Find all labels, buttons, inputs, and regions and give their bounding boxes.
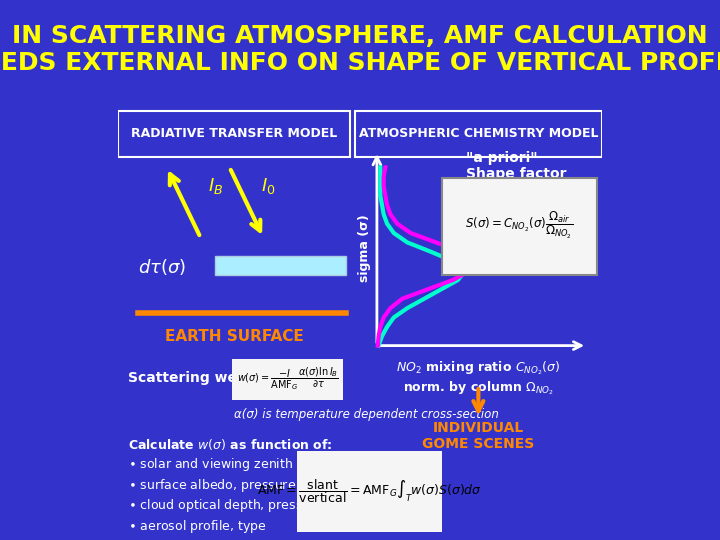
Bar — [215, 256, 346, 275]
Text: IN SCATTERING ATMOSPHERE, AMF CALCULATION: IN SCATTERING ATMOSPHERE, AMF CALCULATIO… — [12, 24, 708, 48]
FancyBboxPatch shape — [355, 111, 602, 157]
Text: NEEDS EXTERNAL INFO ON SHAPE OF VERTICAL PROFILE: NEEDS EXTERNAL INFO ON SHAPE OF VERTICAL… — [0, 51, 720, 75]
Text: EARTH SURFACE: EARTH SURFACE — [165, 329, 304, 345]
Text: $NO_2$ mixing ratio $C_{NO_2}(\sigma)$
norm. by column $\Omega_{NO_2}$: $NO_2$ mixing ratio $C_{NO_2}(\sigma)$ n… — [396, 359, 561, 397]
Text: $\bullet$ surface albedo, pressure: $\bullet$ surface albedo, pressure — [128, 477, 297, 494]
Text: $I_0$: $I_0$ — [261, 176, 276, 197]
FancyBboxPatch shape — [232, 359, 343, 400]
Text: RADIATIVE TRANSFER MODEL: RADIATIVE TRANSFER MODEL — [131, 127, 338, 140]
Text: $S(\sigma)=C_{NO_2}(\sigma)\dfrac{\Omega_{air}}{\Omega_{NO_2}}$: $S(\sigma)=C_{NO_2}(\sigma)\dfrac{\Omega… — [465, 210, 574, 241]
Text: "a priori"
Shape factor: "a priori" Shape factor — [467, 151, 567, 181]
Text: ATMOSPHERIC CHEMISTRY MODEL: ATMOSPHERIC CHEMISTRY MODEL — [359, 127, 598, 140]
Text: $\bullet$ cloud optical depth, pressure, frac: $\bullet$ cloud optical depth, pressure,… — [128, 497, 356, 514]
Text: sigma (σ): sigma (σ) — [359, 214, 372, 282]
Text: $\mathrm{AMF}=\dfrac{\mathrm{slant}}{\mathrm{vertical}}=\mathrm{AMF}_G\int_T w(\: $\mathrm{AMF}=\dfrac{\mathrm{slant}}{\ma… — [257, 477, 482, 505]
Text: INDIVIDUAL
GOME SCENES: INDIVIDUAL GOME SCENES — [422, 421, 534, 451]
Text: $\bullet$ aerosol profile, type: $\bullet$ aerosol profile, type — [128, 518, 266, 535]
Text: α(σ) is temperature dependent cross-section: α(σ) is temperature dependent cross-sect… — [235, 408, 499, 421]
Text: Calculate $w(\sigma)$ as function of:: Calculate $w(\sigma)$ as function of: — [128, 437, 333, 453]
Text: Scattering weight: Scattering weight — [128, 371, 268, 385]
Text: $d\tau(\sigma)$: $d\tau(\sigma)$ — [138, 257, 186, 278]
Text: $w(\sigma)=\dfrac{-I}{\mathrm{AMF}_G}\dfrac{\alpha(\sigma)\ln I_B}{\partial\tau}: $w(\sigma)=\dfrac{-I}{\mathrm{AMF}_G}\df… — [237, 366, 338, 393]
Text: $\bullet$ solar and viewing zenith angle: $\bullet$ solar and viewing zenith angle — [128, 456, 333, 473]
FancyBboxPatch shape — [442, 178, 597, 275]
Text: $I_B$: $I_B$ — [208, 176, 223, 197]
FancyBboxPatch shape — [297, 451, 442, 532]
FancyBboxPatch shape — [118, 111, 351, 157]
